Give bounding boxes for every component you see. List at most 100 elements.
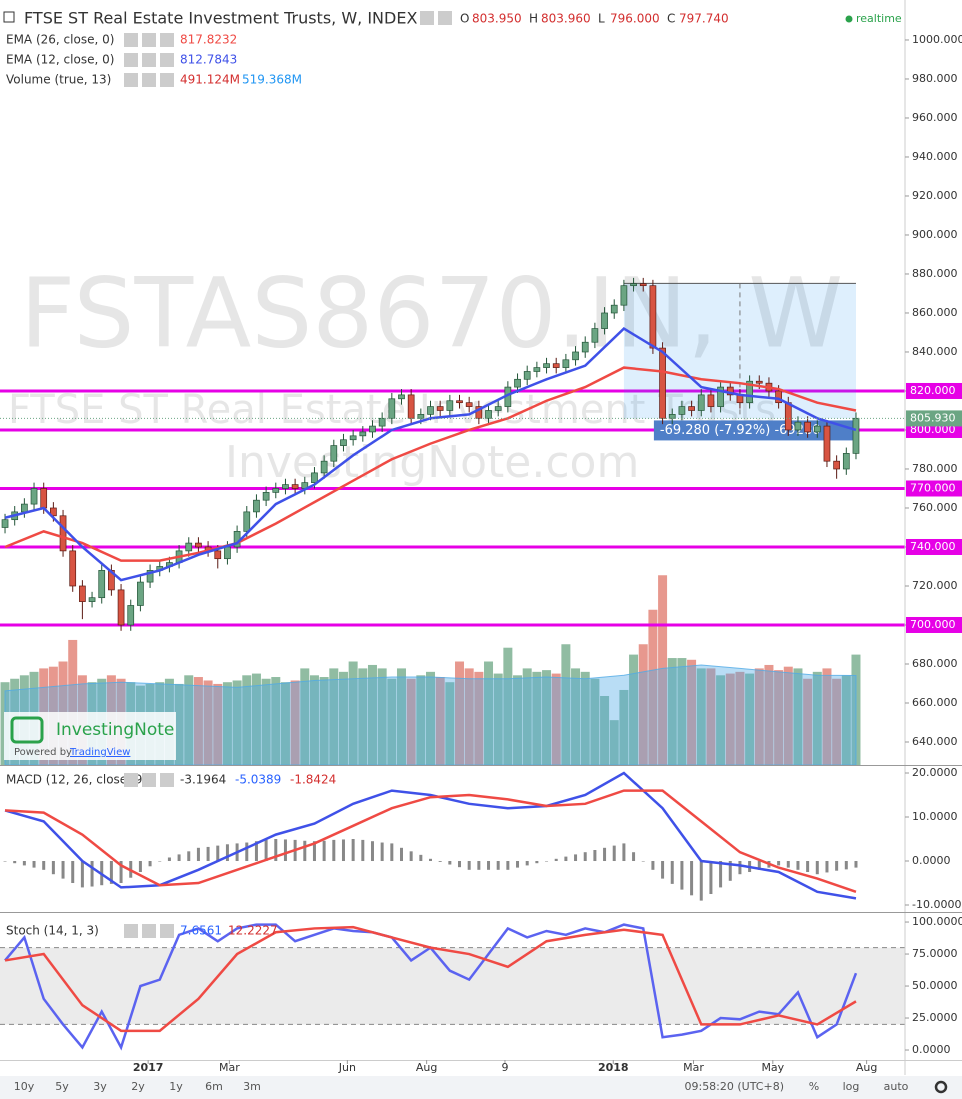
volume-bar (174, 683, 184, 765)
volume-ma-area (4, 664, 857, 766)
option-button[interactable]: % (809, 1080, 819, 1093)
volume-bar (338, 671, 348, 765)
macd-histogram (399, 847, 403, 862)
legend-icon[interactable] (160, 73, 174, 87)
macd-histogram (757, 861, 761, 870)
range-button[interactable]: 2y (131, 1080, 145, 1093)
macd-histogram (448, 861, 452, 865)
y-tick-label: 640.000 (912, 735, 958, 748)
range-button[interactable]: 3y (93, 1080, 107, 1093)
legend-icon[interactable] (160, 773, 174, 787)
legend-name: MACD (12, 26, close, 9) (6, 773, 147, 787)
volume-bar (193, 677, 203, 765)
option-button[interactable]: auto (884, 1080, 909, 1093)
macd-histogram (42, 861, 46, 870)
volume-bar (416, 675, 426, 765)
range-button[interactable]: 5y (55, 1080, 69, 1093)
legend-icon[interactable] (124, 773, 138, 787)
candle-body (620, 285, 628, 306)
candle-body (214, 550, 222, 560)
macd-histogram (51, 861, 55, 875)
legend-icon[interactable] (124, 33, 138, 47)
legend-icon[interactable] (160, 33, 174, 47)
candle-body (833, 460, 840, 470)
volume-bar (590, 678, 600, 765)
macd-line (4, 789, 857, 893)
logo-powered: Powered by (14, 747, 72, 758)
candle-body (340, 439, 347, 446)
macd-histogram (80, 861, 84, 888)
range-button[interactable]: 1y (169, 1080, 183, 1093)
legend-icon[interactable] (124, 924, 138, 938)
settings-icon[interactable] (934, 1080, 948, 1094)
y-tick-label: 720.000 (912, 579, 958, 592)
macd-histogram (806, 861, 810, 873)
legend-icon[interactable] (160, 924, 174, 938)
macd-histogram (844, 861, 848, 870)
volume-bar (232, 680, 242, 765)
logo-icon (10, 716, 44, 744)
legend-icon[interactable] (124, 73, 138, 87)
candle-body (224, 546, 231, 560)
candle-body (775, 390, 782, 404)
legend-icon[interactable] (142, 53, 156, 67)
macd-histogram (467, 861, 471, 870)
x-tick-label: Aug (856, 1061, 877, 1074)
candle-body (417, 414, 425, 419)
candle-body (59, 515, 67, 552)
volume-bar (822, 668, 832, 765)
candle-body (388, 398, 396, 419)
volume-bar (551, 673, 561, 765)
level-label: 740.000 (910, 540, 956, 553)
candle-body (514, 378, 521, 388)
candle-body (688, 406, 695, 411)
range-button[interactable]: 10y (14, 1080, 35, 1093)
last-price-label: 805.930 (910, 411, 956, 424)
candle-body (523, 371, 531, 380)
candle-body (707, 394, 715, 407)
legend-icon[interactable] (142, 33, 156, 47)
macd-histogram (206, 846, 210, 862)
icon[interactable] (420, 11, 434, 25)
candle-body (137, 581, 144, 606)
range-button[interactable]: 3m (243, 1080, 261, 1093)
icon[interactable] (438, 11, 452, 25)
volume-bar (648, 609, 658, 765)
legend-icon[interactable] (142, 73, 156, 87)
volume-bar (706, 668, 716, 765)
x-tick-label: May (761, 1061, 784, 1074)
y-tick-label: 75.0000 (912, 947, 958, 960)
legend-icon[interactable] (142, 924, 156, 938)
candle-body (552, 363, 560, 368)
legend-icon[interactable] (124, 53, 138, 67)
macd-histogram (535, 861, 539, 864)
candle-body (146, 570, 154, 583)
candle-body (649, 285, 657, 349)
macd-histogram (3, 861, 7, 862)
macd-histogram (312, 841, 316, 862)
range-button[interactable]: 6m (205, 1080, 223, 1093)
volume-bar (638, 644, 648, 765)
macd-histogram (409, 851, 413, 862)
volume-bar (300, 668, 310, 765)
candle-body (30, 488, 38, 505)
macd-histogram (254, 841, 258, 862)
legend-icon[interactable] (142, 773, 156, 787)
macd-histogram (651, 861, 655, 870)
macd-histogram (796, 861, 800, 870)
y-tick-label: 100.0000 (912, 915, 962, 928)
collapse-icon[interactable] (3, 11, 15, 23)
y-tick-label: 780.000 (912, 462, 958, 475)
volume-bar (387, 678, 397, 765)
candle-body (243, 511, 251, 532)
legend-icon[interactable] (160, 53, 174, 67)
volume-bar (203, 680, 213, 765)
candle-body (823, 425, 831, 462)
level-label: 700.000 (910, 618, 956, 631)
candle-body (98, 570, 106, 599)
option-button[interactable]: log (843, 1080, 860, 1093)
candle-body (572, 351, 579, 361)
macd-histogram (477, 861, 481, 870)
logo-link[interactable]: TradingView (69, 747, 130, 758)
volume-bar (242, 675, 252, 765)
